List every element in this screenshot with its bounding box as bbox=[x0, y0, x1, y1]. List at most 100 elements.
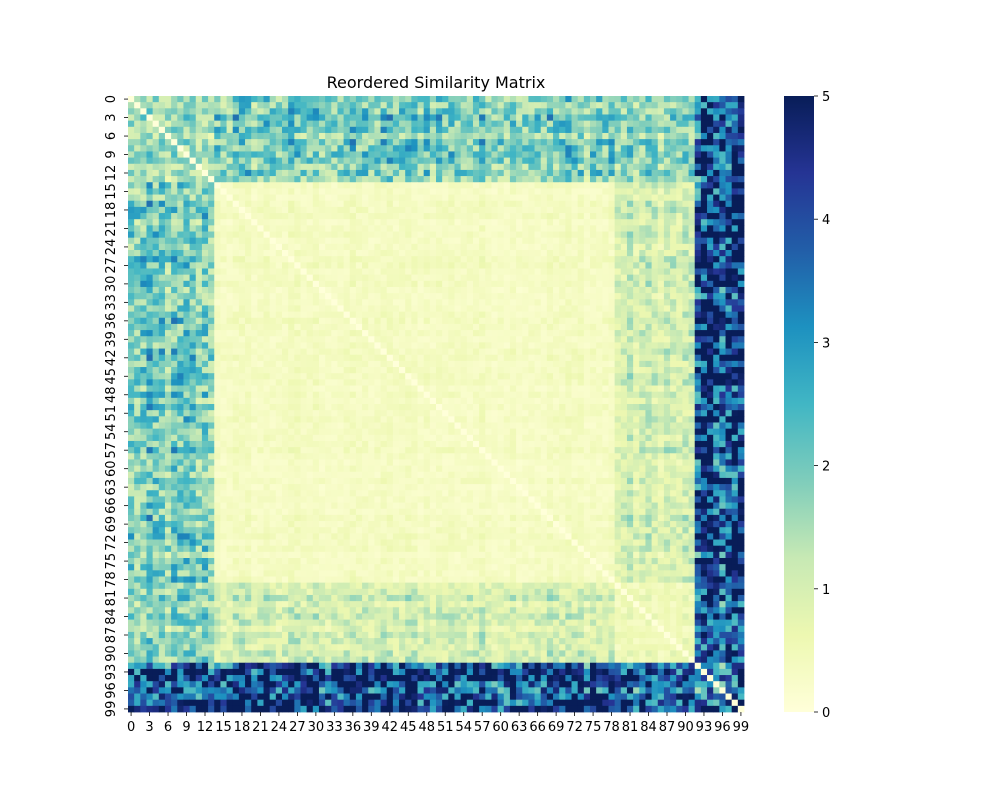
heatmap-cell bbox=[337, 379, 344, 386]
heatmap-cell bbox=[312, 237, 320, 245]
heatmap-cell bbox=[571, 96, 579, 103]
heatmap-cell bbox=[214, 96, 221, 103]
heatmap-cell bbox=[201, 373, 209, 380]
heatmap-cell bbox=[183, 336, 190, 343]
heatmap-cell bbox=[140, 114, 147, 122]
heatmap-cell bbox=[331, 108, 338, 115]
heatmap-cell bbox=[195, 176, 203, 183]
heatmap-cell bbox=[374, 151, 381, 158]
heatmap-cell bbox=[633, 225, 640, 232]
heatmap-cell bbox=[460, 151, 468, 158]
heatmap-cell bbox=[516, 108, 523, 115]
heatmap-cell bbox=[158, 250, 166, 257]
heatmap-cell bbox=[516, 200, 523, 208]
heatmap-cell bbox=[362, 323, 369, 331]
heatmap-cell bbox=[626, 274, 634, 282]
heatmap-cell bbox=[257, 268, 264, 276]
heatmap-cell bbox=[590, 293, 597, 300]
heatmap-cell bbox=[349, 256, 357, 263]
heatmap-cell bbox=[565, 373, 572, 380]
heatmap-cell bbox=[509, 299, 517, 306]
heatmap-cell bbox=[670, 176, 677, 183]
heatmap-cell bbox=[534, 305, 542, 312]
heatmap-cell bbox=[639, 385, 646, 393]
heatmap-cell bbox=[596, 114, 603, 122]
heatmap-cell bbox=[577, 114, 585, 122]
heatmap-cell bbox=[707, 268, 714, 276]
heatmap-cell bbox=[688, 274, 696, 282]
heatmap-cell bbox=[682, 120, 689, 128]
heatmap-cell bbox=[590, 367, 597, 374]
heatmap-cell bbox=[694, 151, 702, 158]
heatmap-cell bbox=[491, 225, 498, 232]
heatmap-cell bbox=[528, 182, 535, 189]
heatmap-cell bbox=[399, 114, 406, 122]
heatmap-cell bbox=[657, 336, 665, 343]
heatmap-cell bbox=[596, 373, 603, 380]
heatmap-cell bbox=[590, 231, 597, 239]
heatmap-cell bbox=[318, 299, 326, 306]
heatmap-cell bbox=[245, 219, 252, 226]
heatmap-cell bbox=[282, 256, 289, 263]
heatmap-cell bbox=[479, 262, 486, 269]
heatmap-cell bbox=[682, 348, 689, 356]
heatmap-cell bbox=[442, 360, 449, 368]
heatmap-cell bbox=[663, 262, 671, 269]
heatmap-cell bbox=[232, 231, 240, 239]
heatmap-cell bbox=[565, 397, 572, 405]
heatmap-cell bbox=[657, 385, 665, 393]
heatmap-cell bbox=[306, 391, 314, 399]
heatmap-cell bbox=[553, 367, 560, 374]
heatmap-cell bbox=[626, 182, 634, 189]
heatmap-cell bbox=[226, 163, 234, 171]
heatmap-cell bbox=[546, 213, 554, 220]
heatmap-cell bbox=[522, 139, 529, 146]
heatmap-cell bbox=[183, 151, 190, 158]
heatmap-cell bbox=[380, 206, 388, 214]
heatmap-cell bbox=[152, 250, 160, 257]
heatmap-cell bbox=[707, 342, 714, 349]
heatmap-cell bbox=[417, 311, 425, 319]
heatmap-cell bbox=[331, 286, 338, 294]
heatmap-cell bbox=[436, 176, 443, 183]
heatmap-cell bbox=[583, 336, 591, 343]
heatmap-cell bbox=[183, 120, 190, 128]
heatmap-cell bbox=[226, 348, 234, 356]
heatmap-cell bbox=[472, 262, 480, 269]
heatmap-cell bbox=[245, 139, 252, 146]
heatmap-cell bbox=[497, 293, 505, 300]
heatmap-cell bbox=[146, 126, 154, 134]
heatmap-cell bbox=[682, 206, 689, 214]
heatmap-cell bbox=[620, 360, 628, 368]
heatmap-cell bbox=[559, 342, 566, 349]
heatmap-cell bbox=[306, 280, 314, 288]
heatmap-cell bbox=[374, 385, 381, 393]
heatmap-cell bbox=[245, 268, 252, 276]
heatmap-cell bbox=[596, 354, 603, 362]
heatmap-cell bbox=[590, 182, 597, 189]
heatmap-cell bbox=[620, 367, 628, 374]
heatmap-cell bbox=[232, 108, 240, 115]
heatmap-cell bbox=[614, 299, 622, 306]
heatmap-cell bbox=[325, 126, 332, 134]
heatmap-cell bbox=[380, 373, 388, 380]
heatmap-cell bbox=[300, 274, 308, 282]
heatmap-cell bbox=[257, 342, 264, 349]
heatmap-cell bbox=[423, 305, 431, 312]
heatmap-cell bbox=[509, 317, 517, 325]
heatmap-cell bbox=[583, 311, 591, 319]
heatmap-cell bbox=[288, 200, 295, 208]
heatmap-cell bbox=[355, 108, 363, 115]
heatmap-cell bbox=[214, 311, 221, 319]
heatmap-cell bbox=[423, 280, 431, 288]
heatmap-cell bbox=[134, 139, 141, 146]
heatmap-cell bbox=[676, 348, 683, 356]
heatmap-cell bbox=[670, 391, 677, 399]
heatmap-cell bbox=[189, 145, 197, 152]
heatmap-cell bbox=[565, 231, 572, 239]
heatmap-cell bbox=[657, 354, 665, 362]
heatmap-cell bbox=[134, 293, 141, 300]
heatmap-cell bbox=[614, 336, 622, 343]
heatmap-cell bbox=[540, 354, 548, 362]
heatmap-cell bbox=[300, 194, 308, 202]
